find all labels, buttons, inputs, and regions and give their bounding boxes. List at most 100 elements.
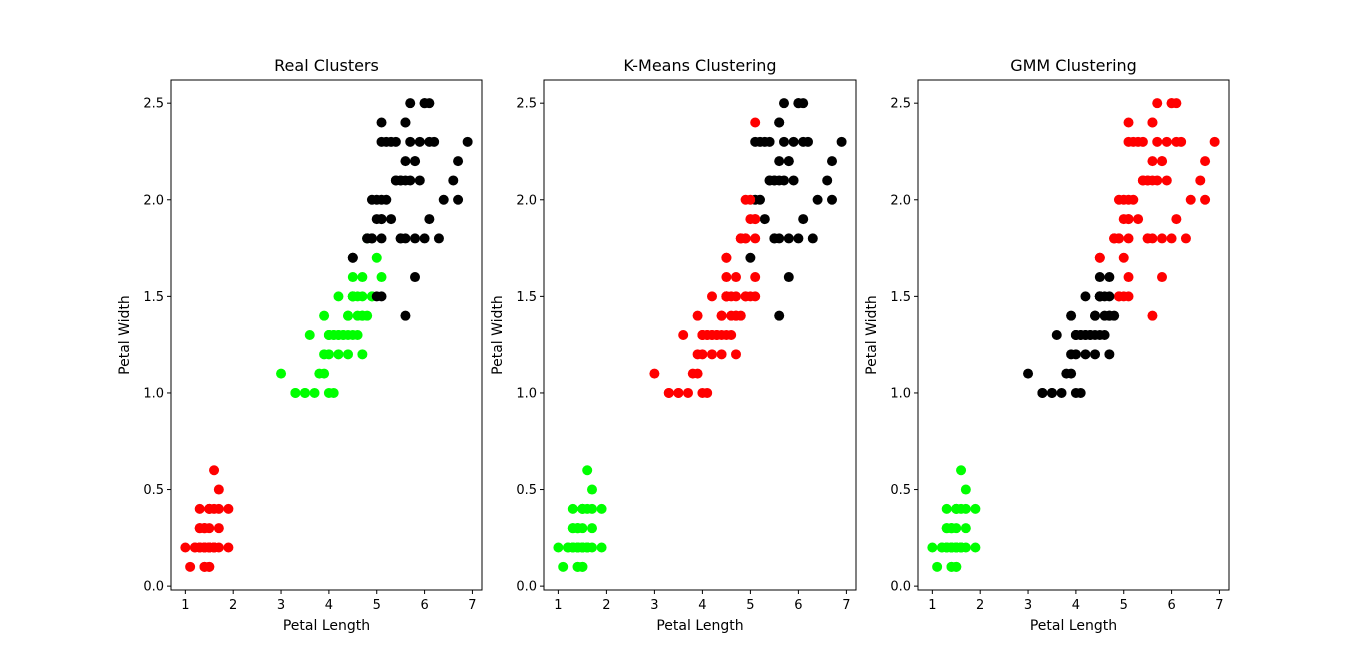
- y-tick-label: 2.0: [516, 193, 537, 208]
- scatter-point: [352, 330, 363, 340]
- scatter-point: [400, 156, 411, 167]
- scatter-point: [1037, 387, 1048, 398]
- scatter-point: [1195, 175, 1206, 186]
- scatter-point: [1109, 310, 1120, 321]
- x-tick-label: 3: [650, 598, 658, 613]
- scatter-point: [319, 310, 330, 321]
- scatter-point: [702, 330, 713, 340]
- x-tick-label: 5: [1120, 598, 1128, 613]
- scatter-point: [400, 310, 411, 321]
- scatter-point: [1200, 194, 1211, 205]
- y-tick-label: 1.5: [890, 290, 911, 305]
- y-tick-label: 0.0: [143, 580, 164, 595]
- scatter-point: [745, 252, 756, 263]
- x-tick-label: 2: [229, 598, 237, 613]
- scatter-point: [793, 98, 804, 109]
- scatter-point: [783, 272, 794, 283]
- x-tick-label: 6: [794, 598, 802, 613]
- x-tick-label: 5: [373, 598, 381, 613]
- scatter-point: [1090, 349, 1101, 360]
- scatter-point: [1109, 233, 1120, 244]
- scatter-point: [194, 503, 205, 514]
- scatter-point: [199, 561, 210, 572]
- scatter-point: [721, 272, 732, 283]
- scatter-point: [1147, 310, 1158, 321]
- scatter-point: [960, 523, 971, 534]
- scatter-point: [419, 98, 430, 109]
- scatter-point: [347, 272, 358, 283]
- chart-panel: GMM Clustering 1 2 3 4 5 6 7 0.0 0.5 1.0 1.5 2.0 2.5 P…: [864, 56, 1230, 634]
- scatter-point: [721, 252, 732, 263]
- scatter-point: [414, 136, 425, 147]
- scatter-point: [1128, 194, 1139, 205]
- scatter-point: [970, 503, 981, 514]
- scatter-point: [381, 194, 392, 205]
- scatter-point: [750, 233, 761, 244]
- scatter-point: [596, 542, 607, 553]
- scatter-point: [1104, 291, 1115, 302]
- scatter-point: [1104, 272, 1115, 283]
- scatter-point: [779, 98, 789, 109]
- scatter-point: [788, 136, 799, 147]
- scatter-point: [357, 272, 368, 283]
- scatter-point: [726, 330, 737, 340]
- y-tick-label: 1.0: [143, 386, 164, 401]
- scatter-point: [687, 368, 698, 379]
- chart-title: GMM Clustering: [1010, 56, 1137, 75]
- scatter-point: [774, 156, 785, 167]
- scatter-point: [774, 310, 785, 321]
- scatter-point: [1152, 98, 1163, 109]
- scatter-point: [419, 233, 430, 244]
- scatter-point: [1157, 156, 1168, 167]
- scatter-point: [731, 349, 741, 360]
- scatter-point: [209, 465, 220, 476]
- scatter-point: [960, 484, 971, 495]
- x-axis-label: Petal Length: [1030, 618, 1117, 634]
- scatter-point: [1099, 310, 1110, 321]
- scatter-point: [567, 503, 578, 514]
- scatter-point: [376, 233, 387, 244]
- x-axis-label: Petal Length: [656, 618, 743, 634]
- scatter-point: [1070, 349, 1081, 360]
- y-axis-label: Petal Width: [490, 295, 506, 375]
- scatter-point: [343, 349, 354, 360]
- scatter-point: [956, 465, 967, 476]
- scatter-point: [807, 233, 818, 244]
- x-tick-label: 1: [181, 598, 189, 613]
- scatter-point: [185, 561, 196, 572]
- x-tick-label: 3: [1024, 598, 1032, 613]
- scatter-point: [755, 136, 765, 147]
- scatter-point: [1075, 387, 1086, 398]
- scatter-point: [386, 214, 397, 225]
- x-tick-label: 7: [842, 598, 850, 613]
- scatter-point: [1075, 330, 1086, 340]
- scatter-point: [410, 272, 421, 283]
- scatter-point: [290, 387, 301, 398]
- scatter-point: [779, 136, 789, 147]
- scatter-point: [678, 330, 689, 340]
- scatter-point: [424, 214, 435, 225]
- scatter-point: [553, 542, 564, 553]
- scatter-point: [333, 291, 344, 302]
- scatter-point: [357, 349, 368, 360]
- scatter-point: [1094, 252, 1105, 263]
- x-tick-label: 4: [1072, 598, 1080, 613]
- scatter-point: [199, 542, 210, 553]
- scatter-point: [803, 136, 813, 147]
- scatter-point: [371, 252, 382, 263]
- scatter-point: [721, 291, 732, 302]
- scatter-point: [314, 368, 325, 379]
- y-tick-label: 0.5: [890, 483, 911, 498]
- scatter-point: [199, 523, 210, 534]
- scatter-point: [448, 175, 459, 186]
- scatter-point: [180, 542, 191, 553]
- scatter-point: [362, 233, 373, 244]
- scatter-point: [1166, 233, 1177, 244]
- scatter-point: [759, 214, 770, 225]
- y-tick-label: 2.0: [143, 193, 164, 208]
- scatter-point: [764, 136, 775, 147]
- scatter-point: [927, 542, 938, 553]
- y-tick-label: 0.5: [516, 483, 537, 498]
- scatter-point: [1128, 136, 1139, 147]
- scatter-point: [1180, 233, 1191, 244]
